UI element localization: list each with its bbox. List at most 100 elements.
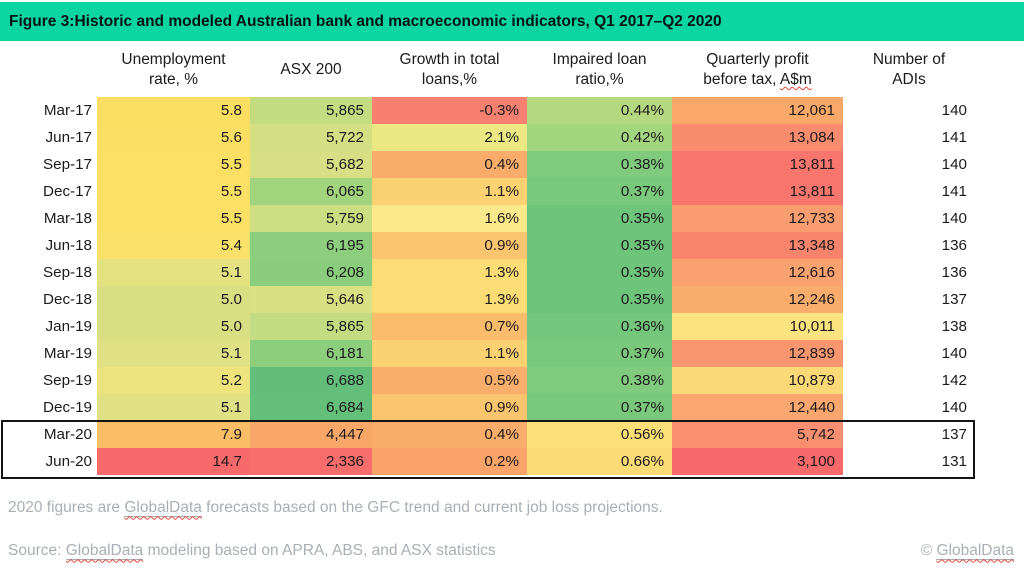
table-cell: 13,084 — [672, 124, 843, 151]
table-row: Jun-20 14.7 2,336 0.2% 0.66% 3,100 131 — [3, 448, 975, 475]
table-header-row: Unemployment rate, % ASX 200 Growth in tota… — [3, 43, 975, 97]
table-cell: 0.37% — [527, 394, 672, 421]
table-cell: 5,759 — [250, 205, 372, 232]
row-label: Jun-17 — [45, 129, 92, 146]
table-cell: 136 — [843, 232, 975, 259]
row-label: Sep-18 — [43, 264, 92, 281]
table-cell: 0.38% — [527, 151, 672, 178]
row-label: Dec-17 — [43, 183, 92, 200]
row-label: Sep-19 — [43, 372, 92, 389]
table-cell: 140 — [843, 97, 975, 124]
table-row: Jun-17 5.6 5,722 2.1% 0.42% 13,084 141 — [3, 124, 975, 151]
table-cell: 140 — [843, 205, 975, 232]
table-cell: 5.1 — [97, 394, 250, 421]
table-row: Sep-17 5.5 5,682 0.4% 0.38% 13,811 140 — [3, 151, 975, 178]
row-label: Dec-19 — [43, 399, 92, 416]
table-cell: 140 — [843, 340, 975, 367]
table-cell: 140 — [843, 394, 975, 421]
table-cell: 2.1% — [372, 124, 527, 151]
table-cell: -0.3% — [372, 97, 527, 124]
table-cell: 0.35% — [527, 259, 672, 286]
table-row: Mar-19 5.1 6,181 1.1% 0.37% 12,839 140 — [3, 340, 975, 367]
table-cell: 10,879 — [672, 367, 843, 394]
table-cell: 12,061 — [672, 97, 843, 124]
table-row: Dec-17 5.5 6,065 1.1% 0.37% 13,811 141 — [3, 178, 975, 205]
table-cell: 13,348 — [672, 232, 843, 259]
table-cell: 131 — [843, 448, 975, 475]
table-cell: 0.36% — [527, 313, 672, 340]
indicators-table: Unemployment rate, % ASX 200 Growth in tota… — [3, 43, 975, 475]
table-cell: 0.35% — [527, 286, 672, 313]
table-cell: 5,865 — [250, 313, 372, 340]
table-cell: 0.44% — [527, 97, 672, 124]
forecast-footnote: 2020 figures are GlobalData forecasts ba… — [8, 498, 663, 517]
table-cell: 6,195 — [250, 232, 372, 259]
table-cell: 0.56% — [527, 421, 672, 448]
row-label: Jun-18 — [45, 237, 92, 254]
row-label-header — [3, 43, 97, 97]
table-cell: 0.7% — [372, 313, 527, 340]
table-cell: 138 — [843, 313, 975, 340]
text-run: © — [920, 541, 937, 559]
table-cell: 5.1 — [97, 259, 250, 286]
table-cell: 6,208 — [250, 259, 372, 286]
row-label: Mar-19 — [43, 345, 92, 362]
table-cell: 1.3% — [372, 286, 527, 313]
table-cell: 1.1% — [372, 178, 527, 205]
column-header: Unemployment rate, % — [121, 51, 226, 88]
table-cell: 6,065 — [250, 178, 372, 205]
table-cell: 1.3% — [372, 259, 527, 286]
table-cell: 10,011 — [672, 313, 843, 340]
table-row: Dec-18 5.0 5,646 1.3% 0.35% 12,246 137 — [3, 286, 975, 313]
row-label: Jan-19 — [45, 318, 92, 335]
text-run: Source: — [8, 541, 66, 559]
table-cell: 5.5 — [97, 178, 250, 205]
misspelled-word: A$m — [779, 71, 812, 88]
table-row: Sep-18 5.1 6,208 1.3% 0.35% 12,616 136 — [3, 259, 975, 286]
table-cell: 5.5 — [97, 205, 250, 232]
table-cell: 141 — [843, 124, 975, 151]
table-cell: 5.0 — [97, 313, 250, 340]
table-cell: 0.35% — [527, 205, 672, 232]
figure-title: Figure 3:Historic and modeled Australian… — [9, 12, 722, 30]
table-cell: 0.37% — [527, 340, 672, 367]
table-cell: 5.6 — [97, 124, 250, 151]
copyright: © GlobalData — [920, 541, 1014, 560]
table-cell: 5,865 — [250, 97, 372, 124]
table-cell: 7.9 — [97, 421, 250, 448]
table-cell: 4,447 — [250, 421, 372, 448]
table-cell: 0.5% — [372, 367, 527, 394]
table-cell: 0.2% — [372, 448, 527, 475]
column-header: Impaired loan ratio,% — [552, 51, 647, 88]
table-cell: 3,100 — [672, 448, 843, 475]
text-run: 2020 figures are — [8, 498, 125, 516]
globaldata-marked-text: GlobalData — [65, 541, 144, 560]
table-cell: 0.38% — [527, 367, 672, 394]
table-cell: 13,811 — [672, 178, 843, 205]
table-row: Mar-17 5.8 5,865 -0.3% 0.44% 12,061 140 — [3, 97, 975, 124]
table-cell: 5.0 — [97, 286, 250, 313]
table-cell: 1.1% — [372, 340, 527, 367]
table-cell: 5,742 — [672, 421, 843, 448]
row-label: Mar-18 — [43, 210, 92, 227]
source-line: Source: GlobalData modeling based on APR… — [8, 541, 496, 560]
table-cell: 6,684 — [250, 394, 372, 421]
table-cell: 13,811 — [672, 151, 843, 178]
table-cell: 0.37% — [527, 178, 672, 205]
table-cell: 5.1 — [97, 340, 250, 367]
globaldata-marked-text: GlobalData — [936, 541, 1014, 560]
row-label: Sep-17 — [43, 156, 92, 173]
table-row: Dec-19 5.1 6,684 0.9% 0.37% 12,440 140 — [3, 394, 975, 421]
column-header: ASX 200 — [280, 61, 342, 78]
table-row: Jan-19 5.0 5,865 0.7% 0.36% 10,011 138 — [3, 313, 975, 340]
table-cell: 136 — [843, 259, 975, 286]
table-cell: 6,688 — [250, 367, 372, 394]
row-label: Jun-20 — [45, 453, 92, 470]
table-cell: 137 — [843, 286, 975, 313]
table-cell: 0.42% — [527, 124, 672, 151]
table-cell: 12,839 — [672, 340, 843, 367]
globaldata-marked-text: GlobalData — [124, 498, 202, 517]
table-cell: 12,733 — [672, 205, 843, 232]
row-label: Dec-18 — [43, 291, 92, 308]
